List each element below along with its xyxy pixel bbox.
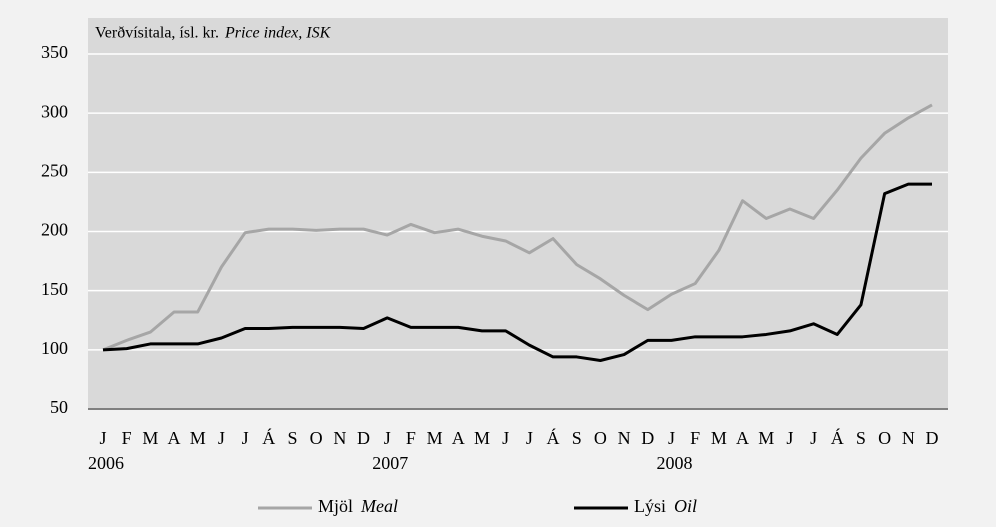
- x-tick-label: F: [690, 428, 700, 448]
- x-tick-label: M: [142, 428, 158, 448]
- legend-label-en: Meal: [360, 496, 398, 516]
- x-tick-label: N: [618, 428, 631, 448]
- legend-label: Mjöl: [318, 496, 353, 516]
- y-tick-label: 250: [41, 160, 68, 180]
- x-tick-label: D: [641, 428, 654, 448]
- chart-title: Verðvísitala, ísl. kr.: [95, 25, 219, 42]
- x-tick-label: J: [218, 428, 225, 448]
- x-tick-label: J: [810, 428, 817, 448]
- series-line: [102, 103, 933, 352]
- x-tick-label: O: [878, 428, 891, 448]
- y-tick-label: 300: [41, 101, 68, 121]
- y-tick-label: 200: [41, 220, 68, 240]
- x-tick-label: N: [902, 428, 915, 448]
- x-tick-label: M: [190, 428, 206, 448]
- x-tick-label: O: [310, 428, 323, 448]
- x-tick-label: J: [384, 428, 391, 448]
- x-tick-label: J: [526, 428, 533, 448]
- x-tick-label: S: [856, 428, 866, 448]
- x-tick-label: O: [594, 428, 607, 448]
- x-tick-label: N: [333, 428, 346, 448]
- x-tick-label: M: [711, 428, 727, 448]
- x-tick-label: Á: [831, 427, 844, 448]
- x-tick-label: J: [242, 428, 249, 448]
- legend-label-en: Oil: [674, 496, 697, 516]
- x-tick-label: A: [736, 428, 749, 448]
- x-tick-label: J: [502, 428, 509, 448]
- x-tick-label: J: [786, 428, 793, 448]
- year-label: 2007: [372, 453, 408, 473]
- chart-title-en: Price index, ISK: [224, 25, 332, 42]
- x-tick-label: M: [758, 428, 774, 448]
- year-label: 2006: [88, 453, 124, 473]
- x-tick-label: J: [99, 428, 106, 448]
- x-tick-label: S: [287, 428, 297, 448]
- x-tick-label: F: [122, 428, 132, 448]
- series-line: [102, 182, 932, 362]
- x-tick-label: Á: [262, 427, 275, 448]
- x-tick-label: S: [572, 428, 582, 448]
- y-tick-label: 100: [41, 338, 68, 358]
- x-tick-label: Á: [547, 427, 560, 448]
- x-tick-label: M: [474, 428, 490, 448]
- x-tick-label: A: [452, 428, 465, 448]
- x-tick-label: D: [357, 428, 370, 448]
- x-tick-label: D: [926, 428, 939, 448]
- year-label: 2008: [656, 453, 692, 473]
- y-tick-label: 150: [41, 279, 68, 299]
- y-tick-label: 350: [41, 42, 68, 62]
- legend-label: Lýsi: [634, 496, 666, 516]
- x-tick-label: M: [427, 428, 443, 448]
- x-tick-label: A: [168, 428, 181, 448]
- x-tick-label: F: [406, 428, 416, 448]
- x-tick-label: J: [668, 428, 675, 448]
- y-tick-label: 50: [50, 397, 68, 417]
